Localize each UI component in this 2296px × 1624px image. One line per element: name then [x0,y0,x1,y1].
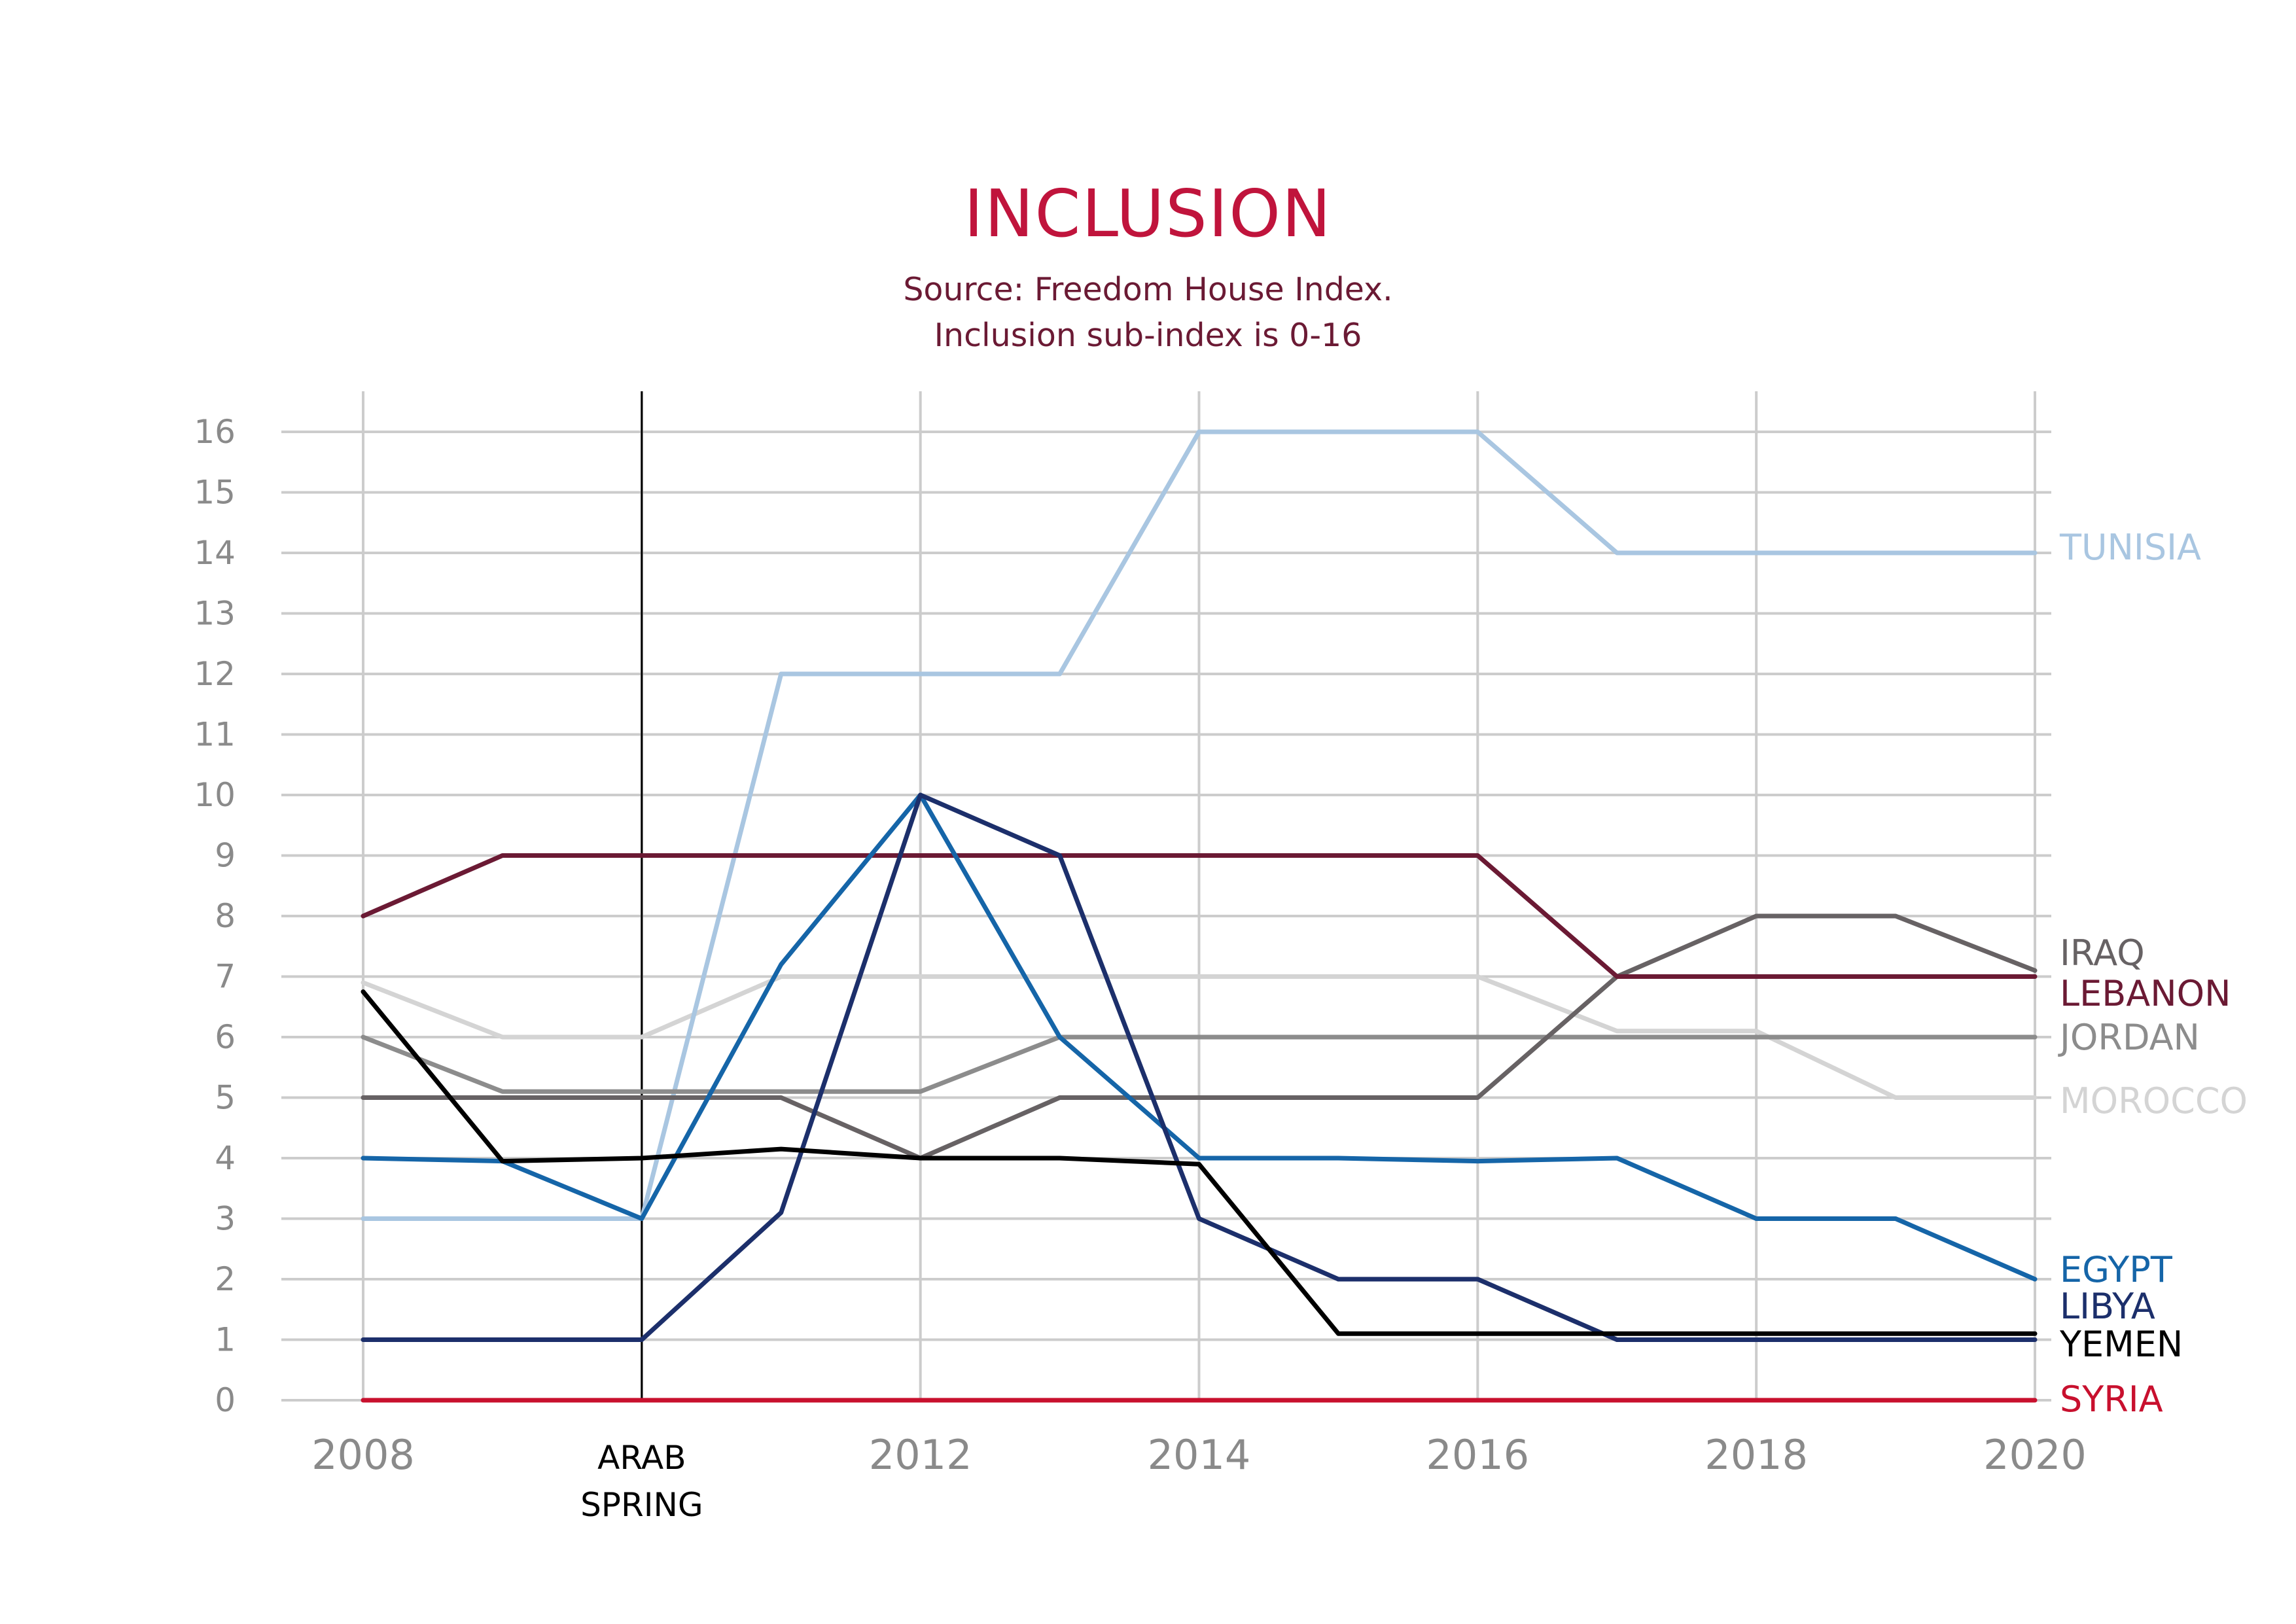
series-lines [361,429,2038,1403]
series-line-iraq [361,913,2038,1161]
series-label-jordan: JORDAN [2058,1017,2200,1058]
x-tick-labels: 2008 2012 2014 2016 2018 2020 [311,1431,2087,1479]
series-label-lebanon: LEBANON [2060,973,2231,1014]
y-tick-label: 15 [194,474,236,512]
y-tick-label: 10 [194,776,236,814]
series-line-lebanon [361,853,2038,979]
y-tick-label: 12 [194,655,236,693]
chart-subtitle-line-2: Inclusion sub-index is 0-16 [934,317,1362,354]
series-label-libya: LIBYA [2060,1286,2155,1327]
y-tick-label: 1 [215,1321,236,1359]
y-tick-label: 16 [194,413,236,451]
series-line-morocco [361,974,2038,1100]
x-tick-label: 2016 [1426,1431,1529,1479]
x-tick-label: 2012 [869,1431,972,1479]
series-line-egypt [361,792,2038,1282]
y-tick-label: 7 [215,958,236,996]
y-tick-label: 8 [215,897,236,935]
series-label-tunisia: TUNISIA [2059,527,2201,568]
arab-spring-label: ARAB [597,1439,686,1477]
series-line-libya [361,792,2038,1342]
chart-title: INCLUSION [964,175,1332,252]
arab-spring-annotation: ARAB SPRING [580,391,703,1524]
y-tick-label: 5 [215,1079,236,1117]
arab-spring-label: SPRING [580,1486,703,1524]
x-tick-label: 2018 [1704,1431,1808,1479]
y-tick-label: 13 [194,595,236,633]
vertical-gridlines [362,391,2036,1400]
series-label-egypt: EGYPT [2060,1249,2173,1290]
y-tick-label: 6 [215,1018,236,1056]
x-tick-label: 2008 [311,1431,415,1479]
series-label-yemen: YEMEN [2059,1324,2183,1365]
y-tick-label: 4 [215,1139,236,1177]
y-tick-label: 14 [194,534,236,572]
y-tick-label: 0 [215,1381,236,1419]
series-line-jordan [361,1034,2038,1094]
y-tick-label: 9 [215,837,236,875]
y-tick-label: 3 [215,1200,236,1238]
y-tick-label: 11 [194,716,236,754]
series-label-morocco: MOROCCO [2060,1080,2248,1121]
chart-subtitle-line-1: Source: Freedom House Index. [903,271,1393,308]
series-label-syria: SYRIA [2060,1379,2163,1420]
x-tick-label: 2014 [1148,1431,1251,1479]
x-tick-label: 2020 [1983,1431,2087,1479]
series-label-iraq: IRAQ [2060,932,2145,974]
series-line-yemen [361,989,2038,1336]
y-tick-label: 2 [215,1260,236,1298]
